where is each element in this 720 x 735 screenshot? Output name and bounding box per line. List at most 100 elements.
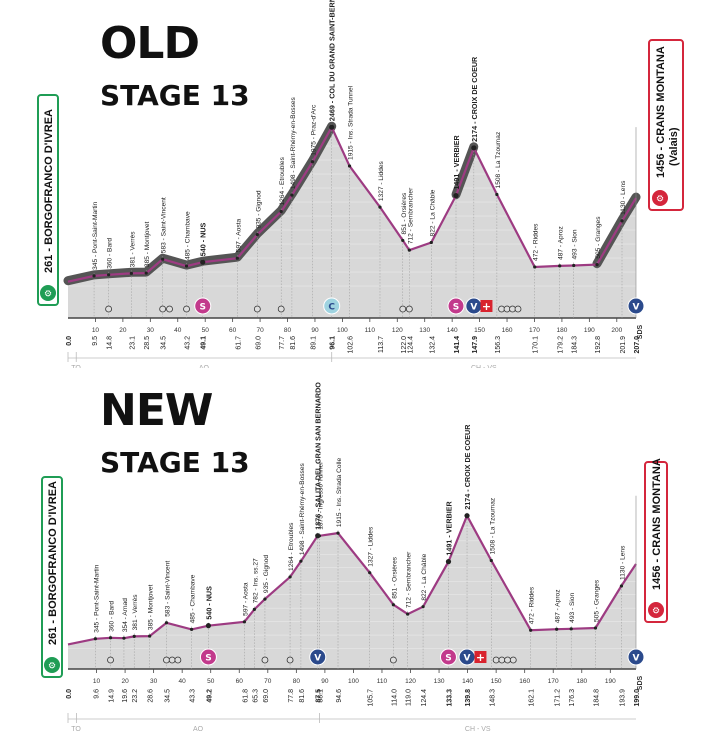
waypoint-label: 2469 - COL DU GRAND SAINT-BERNARD bbox=[328, 0, 337, 121]
profile-area bbox=[68, 127, 636, 318]
waypoint-dot bbox=[279, 209, 283, 214]
km-value-label: 28.5 bbox=[144, 336, 151, 350]
route-feature-icon bbox=[253, 305, 261, 313]
waypoint-label: 487 - Aproz bbox=[555, 589, 562, 623]
route-feature-icon bbox=[163, 656, 170, 664]
km-tick-label: 50 bbox=[202, 327, 210, 334]
waypoint-label: 782 - Ins. ss.27 bbox=[252, 558, 259, 603]
waypoint-label: 1130 - Lens bbox=[619, 545, 626, 580]
route-feature-icon bbox=[509, 656, 517, 664]
km-value-label: 49.2 bbox=[206, 689, 213, 703]
waypoint-label: 505 - Granges bbox=[593, 579, 600, 622]
waypoint-label: 1875 - Ingresso Tunnel bbox=[317, 462, 324, 530]
waypoint-label: 381 - Verrès bbox=[129, 231, 136, 268]
start-name: 261 - BORGOFRANCO D'IVREA bbox=[43, 109, 55, 273]
km-value-label: 0.0 bbox=[66, 689, 73, 699]
region-label: TO bbox=[71, 365, 81, 368]
km-value-label: 23.1 bbox=[129, 336, 136, 350]
sprint-marker-label: S bbox=[205, 654, 211, 664]
route-feature-icon bbox=[277, 305, 285, 313]
route-feature-icon bbox=[159, 305, 167, 313]
sprint-marker-icon bbox=[447, 297, 465, 315]
waypoint-label: 597 - Aosta bbox=[242, 582, 249, 616]
old-stage-panel: OLD STAGE 13 345 - Pont-Saint-Martin 360 … bbox=[37, 0, 684, 368]
waypoint-label: 597 - Aosta bbox=[235, 219, 242, 253]
finish-cyclist-glyph: ⚙ bbox=[652, 607, 660, 617]
waypoint-label: 487 - Aproz bbox=[558, 226, 565, 260]
km-value-label: 69.0 bbox=[255, 336, 262, 350]
km-tick-label: 120 bbox=[405, 678, 416, 685]
km-value-label: 9.5 bbox=[92, 336, 99, 346]
waypoint-label: 485 - Chambave bbox=[185, 211, 192, 260]
km-value-label: 179.2 bbox=[558, 336, 565, 354]
waypoint-dot bbox=[329, 124, 335, 130]
route-feature-icon bbox=[514, 305, 522, 313]
kom-marker-label: V bbox=[314, 654, 321, 664]
km-tick-label: 120 bbox=[392, 327, 403, 334]
kom-marker-label: V bbox=[633, 654, 640, 664]
km-value-label: 14.8 bbox=[107, 336, 114, 350]
swiss-border-icon bbox=[480, 300, 493, 312]
km-tick-label: 10 bbox=[92, 327, 100, 334]
waypoint-label: 360 - Bard bbox=[107, 238, 114, 269]
waypoint-label: 1491 - VERBIER bbox=[444, 501, 453, 556]
km-value-label: 124.4 bbox=[421, 689, 428, 707]
waypoint-label: 345 - Pont-Saint-Martin bbox=[93, 564, 100, 632]
waypoint-dot bbox=[235, 256, 239, 260]
waypoint-label: 2174 - CROIX DE COEUR bbox=[463, 424, 472, 510]
sprint-marker-label: S bbox=[199, 303, 205, 313]
waypoint-dot bbox=[593, 626, 598, 630]
km-value-label: 122.0 bbox=[401, 336, 408, 354]
km-value-label: 141.4 bbox=[454, 336, 461, 354]
km-tick-label: 190 bbox=[584, 327, 595, 334]
finish-name: 1456 - CRANS MONTANA bbox=[655, 46, 667, 178]
route-feature-icon bbox=[389, 656, 397, 664]
waypoint-label: 583 - Saint-Vincent bbox=[164, 561, 171, 617]
waypoint-label: 472 - Riddes bbox=[529, 586, 536, 624]
km-tick-label: 160 bbox=[502, 327, 513, 334]
route-feature-icon bbox=[166, 305, 173, 313]
finish-cyclist-icon bbox=[652, 190, 668, 206]
start-cyclist-glyph: ⚙ bbox=[44, 290, 52, 300]
km-value-label: 77.8 bbox=[288, 689, 295, 703]
waypoint-label: 1130 - Lens bbox=[620, 180, 627, 215]
start-flag bbox=[41, 476, 63, 678]
finish-cyclist-glyph: ⚙ bbox=[656, 195, 664, 205]
waypoint-label: 1327 - Liddes bbox=[368, 526, 375, 567]
profile-area bbox=[68, 515, 636, 669]
waypoint-dot bbox=[558, 264, 562, 268]
waypoint-label: 1264 - Etroubles bbox=[288, 522, 295, 571]
waypoint-dot bbox=[464, 513, 470, 519]
waypoint-label: 485 - Chambave bbox=[190, 574, 197, 623]
km-tick-label: 180 bbox=[556, 327, 567, 334]
route-feature-icon bbox=[174, 656, 182, 664]
route-feature-icon bbox=[183, 305, 190, 313]
sds-label: SDS bbox=[637, 675, 644, 690]
waypoint-dot bbox=[255, 232, 259, 237]
waypoint-dot bbox=[252, 607, 256, 611]
km-value-label: 176.3 bbox=[569, 689, 576, 707]
km-value-label: 199.0 bbox=[634, 689, 641, 707]
waypoint-dot bbox=[242, 620, 246, 624]
km-tick-label: 130 bbox=[419, 327, 430, 334]
waypoint-dot bbox=[407, 248, 411, 252]
km-value-label: 171.2 bbox=[555, 689, 562, 707]
waypoint-label: 1915 - Ins. Strada Tunnel bbox=[348, 85, 355, 160]
waypoint-dot bbox=[290, 193, 294, 197]
waypoint-label: 712 - Sembrancher bbox=[406, 551, 413, 608]
waypoint-label: 1498 - Saint-Rhémy-en-Bosses bbox=[290, 96, 297, 189]
waypoint-label: 540 - NUS bbox=[199, 222, 208, 256]
km-tick-label: 180 bbox=[576, 678, 587, 685]
waypoint-dot bbox=[299, 559, 303, 563]
km-tick-label: 100 bbox=[348, 678, 359, 685]
km-tick-label: 90 bbox=[311, 327, 319, 334]
km-value-label: 28.6 bbox=[148, 689, 155, 703]
waypoint-dot bbox=[288, 575, 292, 579]
waypoint-label: 1491 - VERBIER bbox=[452, 134, 461, 189]
waypoint-label: 935 - Gignod bbox=[255, 190, 262, 228]
km-value-label: 23.2 bbox=[132, 689, 139, 703]
km-value-label: 19.6 bbox=[122, 689, 129, 703]
waypoint-dot bbox=[595, 263, 599, 267]
sprint-marker-icon bbox=[439, 648, 457, 666]
kom-marker-icon bbox=[309, 648, 327, 666]
